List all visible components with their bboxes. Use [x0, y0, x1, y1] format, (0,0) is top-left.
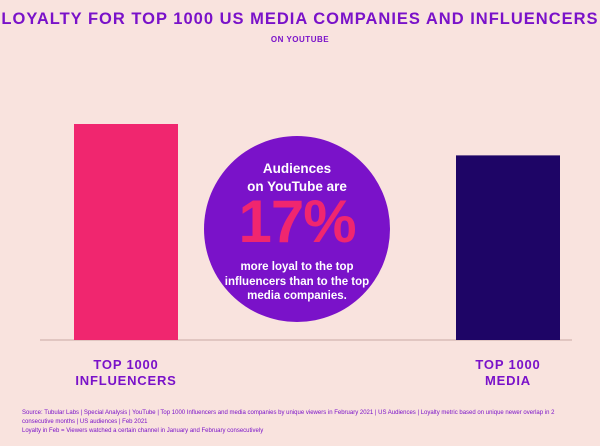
bar-top-1000-influencers: [74, 124, 178, 340]
footnote: Source: Tubular Labs | Special Analysis …: [22, 409, 582, 436]
callout-percentage: 17%: [238, 188, 356, 255]
chart-title: LOYALTY FOR TOP 1000 US MEDIA COMPANIES …: [1, 10, 599, 28]
chart-subtitle: ON YOUTUBE: [270, 35, 330, 44]
category-label-influencers: TOP 1000 INFLUENCERS: [75, 357, 176, 388]
callout-trail-text: more loyal to the top influencers than t…: [224, 261, 370, 302]
definition-note: Loyalty in Feb = Viewers watched a certa…: [22, 428, 264, 434]
source-note: Source: Tubular Labs | Special Analysis …: [22, 410, 555, 425]
category-label-media: TOP 1000 MEDIA: [475, 357, 540, 388]
callout-lead-text: Audiences on YouTube are: [247, 161, 347, 194]
bar-top-1000-media: [456, 155, 560, 340]
loyalty-callout-circle: Audiences on YouTube are 17% more loyal …: [204, 136, 390, 322]
